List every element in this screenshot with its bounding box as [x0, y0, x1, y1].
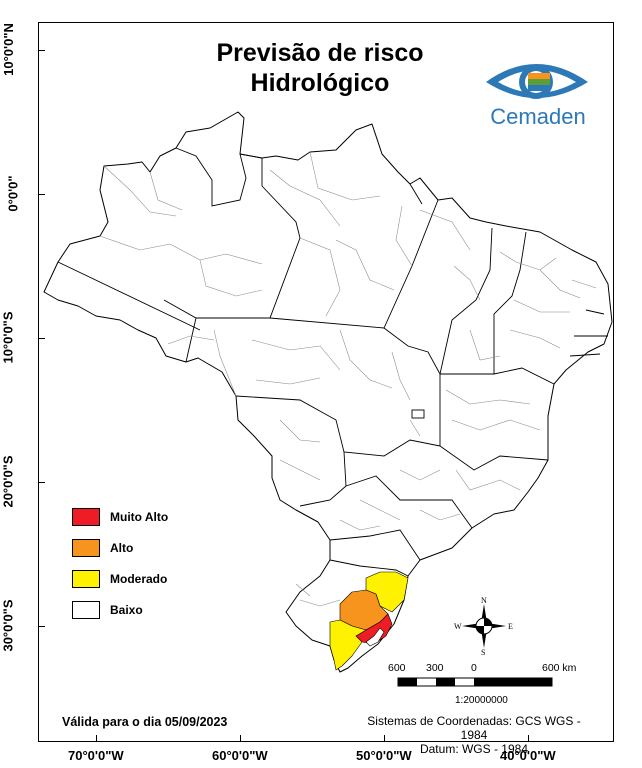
crs-line-1: Sistemas de Coordenadas: GCS WGS - 1984	[367, 714, 581, 742]
border-ap	[409, 183, 423, 205]
lon-label-60w: 60°0'0"W	[212, 748, 268, 763]
legend-item-moderado: Moderado	[72, 570, 168, 588]
cemaden-brand-text: Cemaden	[490, 104, 586, 129]
border-rr	[175, 147, 247, 207]
scale-label: 300	[426, 662, 444, 674]
legend-item-muito-alto: Muito Alto	[72, 508, 168, 526]
lon-tick	[384, 735, 386, 742]
scale-label: 600	[388, 662, 406, 674]
map-frame	[38, 22, 614, 742]
legend-label: Baixo	[110, 603, 143, 617]
map-title: Previsão de risco Hidrológico	[150, 38, 490, 98]
border-ba	[440, 367, 555, 385]
compass-s: S	[481, 648, 486, 657]
border-am-pa	[163, 153, 301, 319]
legend-label: Alto	[110, 541, 134, 555]
legend-swatch	[72, 539, 100, 557]
border-ne3	[569, 353, 601, 357]
border-ac-am	[57, 261, 201, 331]
cemaden-eye-logo-icon	[486, 64, 588, 99]
border-pa-mt	[269, 199, 439, 329]
lon-label-70w: 70°0'0"W	[68, 748, 124, 763]
border-pr	[329, 529, 421, 561]
title-line-2: Hidrológico	[250, 69, 390, 97]
legend-item-baixo: Baixo	[72, 601, 168, 619]
legend-label: Moderado	[110, 572, 168, 586]
border-ma-pi	[439, 227, 493, 375]
border-pi-ce	[493, 231, 527, 374]
compass-w: W	[454, 622, 462, 631]
lagoa-dos-patos	[365, 627, 385, 647]
border-ms	[299, 451, 347, 507]
scale-label: 0	[471, 662, 477, 674]
border-to	[383, 327, 441, 446]
brazil-outline	[43, 111, 613, 673]
lat-tick	[38, 482, 45, 484]
compass-e: E	[508, 622, 513, 631]
legend-item-alto: Alto	[72, 539, 168, 557]
title-line-1: Previsão de risco	[216, 39, 424, 67]
lon-label-50w: 50°0'0"W	[356, 748, 412, 763]
legend: Muito Alto Alto Moderado Baixo	[72, 508, 168, 632]
crs-line-2: Datum: WGS - 1984	[419, 742, 529, 756]
valid-date: Válida para o dia 05/09/2023	[62, 715, 228, 729]
lat-tick	[38, 338, 45, 340]
compass-n: N	[481, 596, 487, 605]
border-mg	[439, 445, 549, 471]
lat-tick	[38, 50, 45, 52]
border-ro	[185, 317, 197, 363]
df-boundary	[411, 409, 425, 419]
border-sp	[345, 475, 473, 529]
lon-label-40w: 40°0'0"W	[500, 748, 556, 763]
lon-tick	[240, 735, 242, 742]
legend-swatch	[72, 570, 100, 588]
lon-tick	[96, 735, 98, 742]
lat-tick	[38, 626, 45, 628]
scale-ratio: 1:20000000	[455, 695, 508, 706]
lat-tick	[38, 194, 45, 196]
risk-region-moderado-rs	[329, 619, 367, 671]
border-sc	[329, 559, 409, 577]
lon-tick	[528, 735, 530, 742]
legend-swatch	[72, 508, 100, 526]
legend-swatch	[72, 601, 100, 619]
coordinate-system: Sistemas de Coordenadas: GCS WGS - 1984 …	[354, 714, 594, 756]
scale-label: 600 km	[542, 662, 577, 674]
legend-label: Muito Alto	[110, 510, 169, 524]
border-ne	[585, 309, 605, 315]
